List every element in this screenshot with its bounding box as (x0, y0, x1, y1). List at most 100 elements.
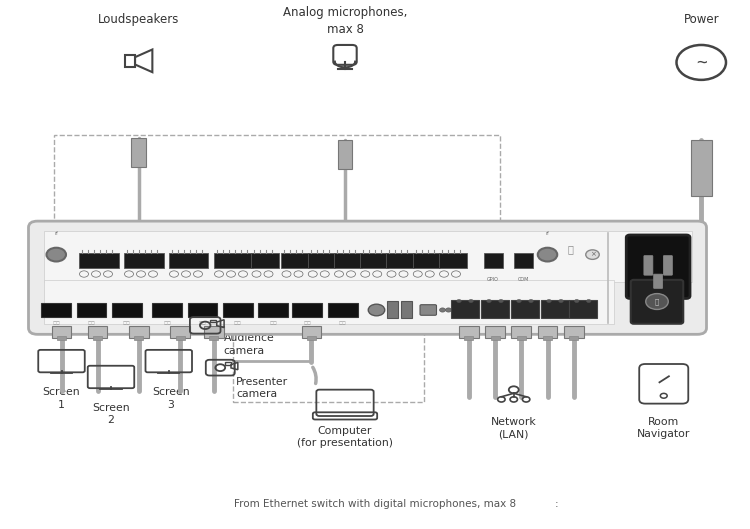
FancyBboxPatch shape (387, 301, 398, 318)
FancyBboxPatch shape (41, 303, 71, 317)
FancyBboxPatch shape (514, 253, 532, 268)
FancyBboxPatch shape (134, 336, 143, 340)
Text: Analog microphones,
max 8: Analog microphones, max 8 (283, 6, 407, 36)
Circle shape (574, 299, 579, 303)
Text: Screen
2: Screen 2 (92, 403, 130, 425)
Text: From Ethernet switch with digital microphones, max 8: From Ethernet switch with digital microp… (234, 499, 516, 509)
FancyBboxPatch shape (292, 303, 322, 317)
FancyBboxPatch shape (88, 326, 107, 338)
FancyBboxPatch shape (131, 138, 146, 167)
Text: ⏻: ⏻ (655, 298, 659, 305)
Text: Presenter
camera: Presenter camera (236, 377, 288, 399)
FancyBboxPatch shape (420, 305, 436, 315)
Text: □□: □□ (123, 322, 130, 326)
Circle shape (559, 299, 563, 303)
FancyBboxPatch shape (176, 336, 184, 340)
Text: □□: □□ (164, 322, 171, 326)
FancyBboxPatch shape (564, 326, 584, 338)
FancyBboxPatch shape (541, 300, 569, 318)
FancyBboxPatch shape (258, 303, 288, 317)
FancyBboxPatch shape (653, 274, 663, 288)
Circle shape (586, 299, 591, 303)
FancyBboxPatch shape (485, 326, 505, 338)
FancyBboxPatch shape (569, 336, 578, 340)
Circle shape (586, 250, 599, 259)
FancyBboxPatch shape (663, 256, 672, 275)
FancyBboxPatch shape (511, 300, 539, 318)
Text: Computer
(for presentation): Computer (for presentation) (297, 426, 393, 448)
FancyBboxPatch shape (543, 336, 552, 340)
FancyBboxPatch shape (631, 280, 683, 324)
Text: GPIO: GPIO (488, 277, 499, 282)
Circle shape (446, 308, 452, 312)
Circle shape (547, 299, 551, 303)
FancyBboxPatch shape (413, 253, 440, 268)
FancyBboxPatch shape (626, 235, 690, 298)
FancyBboxPatch shape (188, 303, 218, 317)
FancyBboxPatch shape (644, 256, 652, 275)
Circle shape (469, 299, 473, 303)
Text: COM: COM (518, 277, 529, 282)
FancyBboxPatch shape (334, 253, 362, 268)
FancyBboxPatch shape (401, 301, 412, 318)
FancyBboxPatch shape (568, 300, 597, 318)
FancyBboxPatch shape (44, 279, 614, 324)
FancyBboxPatch shape (152, 303, 182, 317)
FancyBboxPatch shape (328, 303, 358, 317)
FancyBboxPatch shape (251, 253, 279, 268)
FancyBboxPatch shape (308, 253, 335, 268)
Circle shape (646, 294, 668, 309)
FancyBboxPatch shape (691, 140, 712, 196)
FancyBboxPatch shape (129, 326, 149, 338)
Circle shape (487, 299, 491, 303)
FancyBboxPatch shape (76, 303, 106, 317)
Text: Screen
1: Screen 1 (43, 387, 80, 409)
FancyBboxPatch shape (52, 326, 71, 338)
Circle shape (538, 248, 557, 261)
FancyBboxPatch shape (360, 253, 388, 268)
Text: Screen
3: Screen 3 (152, 387, 190, 409)
FancyBboxPatch shape (338, 140, 352, 169)
Text: □□: □□ (339, 322, 346, 326)
FancyBboxPatch shape (223, 303, 253, 317)
Text: ⌕: ⌕ (567, 244, 573, 254)
Text: □□: □□ (269, 322, 277, 326)
Circle shape (46, 248, 66, 261)
Text: Audience
camera: Audience camera (224, 333, 274, 355)
FancyBboxPatch shape (481, 300, 509, 318)
FancyBboxPatch shape (204, 326, 224, 338)
FancyBboxPatch shape (302, 326, 321, 338)
FancyBboxPatch shape (512, 326, 531, 338)
Text: □□: □□ (88, 322, 95, 326)
FancyBboxPatch shape (93, 336, 102, 340)
Circle shape (529, 299, 533, 303)
FancyBboxPatch shape (386, 253, 414, 268)
Text: :: : (555, 499, 559, 509)
FancyBboxPatch shape (169, 253, 208, 268)
FancyBboxPatch shape (538, 326, 557, 338)
Circle shape (368, 304, 385, 316)
FancyBboxPatch shape (517, 336, 526, 340)
Text: □□: □□ (304, 322, 311, 326)
Circle shape (499, 299, 503, 303)
FancyBboxPatch shape (209, 336, 218, 340)
Circle shape (517, 299, 521, 303)
FancyBboxPatch shape (459, 326, 478, 338)
Text: □□: □□ (199, 322, 206, 326)
FancyBboxPatch shape (490, 336, 500, 340)
FancyBboxPatch shape (464, 336, 473, 340)
FancyBboxPatch shape (57, 336, 66, 340)
Text: Network
(LAN): Network (LAN) (490, 417, 537, 439)
FancyBboxPatch shape (484, 253, 502, 268)
FancyBboxPatch shape (307, 336, 316, 340)
Text: rf: rf (54, 232, 58, 236)
Text: □□: □□ (53, 322, 60, 326)
Circle shape (440, 308, 446, 312)
FancyBboxPatch shape (451, 300, 479, 318)
FancyBboxPatch shape (170, 326, 190, 338)
FancyBboxPatch shape (112, 303, 142, 317)
FancyBboxPatch shape (28, 221, 706, 334)
Circle shape (457, 299, 461, 303)
FancyBboxPatch shape (439, 253, 466, 268)
FancyBboxPatch shape (124, 253, 164, 268)
